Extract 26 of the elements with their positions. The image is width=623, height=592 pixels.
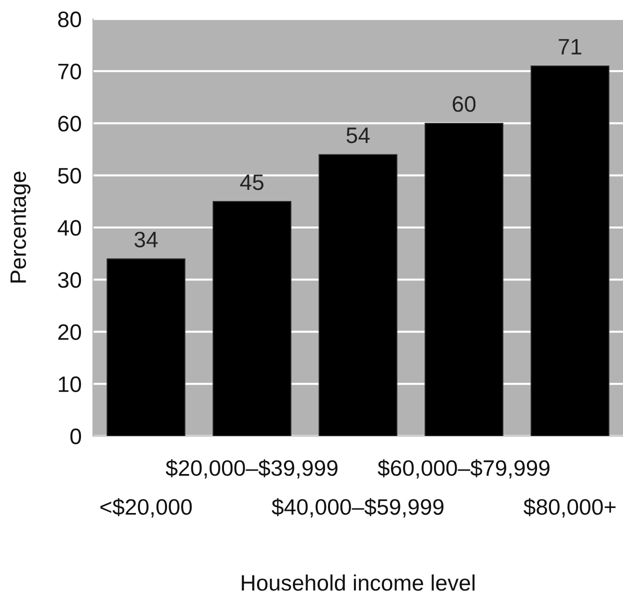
y-tick-label: 20 (58, 324, 82, 340)
bar (424, 122, 504, 436)
y-tick-label: 0 (70, 428, 82, 444)
x-tick-label: $20,000–$39,999 (166, 459, 338, 479)
x-axis-title: Household income level (242, 574, 474, 591)
data-label: 34 (134, 232, 158, 248)
bar (318, 154, 398, 436)
y-tick-label: 30 (58, 272, 82, 288)
y-tick-label: 40 (58, 220, 82, 236)
y-tick-label: 70 (58, 64, 82, 80)
bar (212, 201, 292, 436)
data-label: 54 (346, 128, 370, 144)
x-tick-label: $60,000–$79,999 (378, 459, 550, 479)
y-tick-label: 10 (58, 376, 82, 392)
x-tick-label: $80,000+ (524, 498, 616, 518)
y-tick-label: 60 (58, 116, 82, 132)
y-axis-title: Percentage (10, 172, 30, 283)
x-tick-label: $40,000–$59,999 (272, 498, 444, 518)
y-tick-label: 80 (58, 12, 82, 28)
data-label: 45 (240, 174, 264, 190)
y-tick-label: 50 (58, 168, 82, 184)
data-label: 60 (452, 96, 476, 112)
x-tick-label: <$20,000 (100, 498, 192, 518)
bar (106, 258, 186, 436)
data-label: 71 (558, 39, 582, 54)
bar (530, 65, 610, 436)
